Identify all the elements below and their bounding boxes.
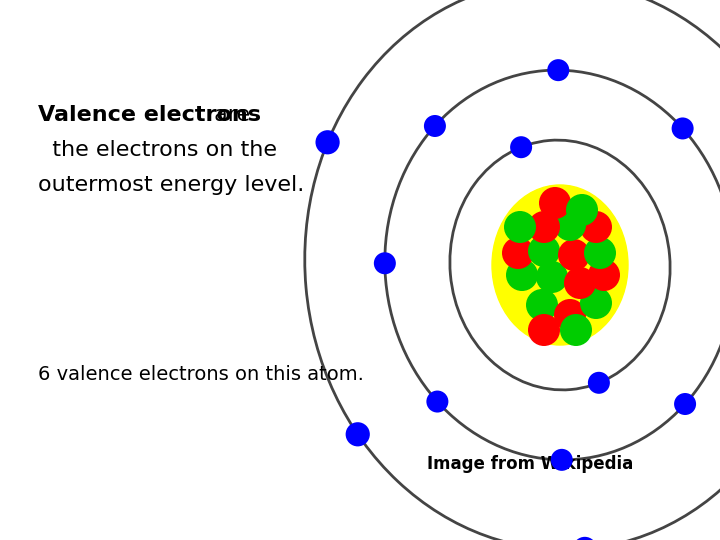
Circle shape <box>554 209 586 241</box>
Circle shape <box>584 237 616 269</box>
Text: are: are <box>207 105 250 125</box>
Circle shape <box>572 537 597 540</box>
Circle shape <box>315 130 340 154</box>
Circle shape <box>580 287 612 319</box>
Circle shape <box>674 393 696 415</box>
Ellipse shape <box>492 185 628 345</box>
Circle shape <box>558 239 590 271</box>
Circle shape <box>536 261 568 293</box>
Text: the electrons on the: the electrons on the <box>38 140 277 160</box>
Circle shape <box>551 449 572 471</box>
Circle shape <box>672 117 693 139</box>
Circle shape <box>424 115 446 137</box>
Text: Valence electrons: Valence electrons <box>38 105 261 125</box>
Text: outermost energy level.: outermost energy level. <box>38 176 305 195</box>
Circle shape <box>504 211 536 243</box>
Circle shape <box>528 314 560 346</box>
Circle shape <box>502 237 534 269</box>
Circle shape <box>506 259 538 291</box>
Circle shape <box>528 235 560 267</box>
Circle shape <box>588 259 620 291</box>
Circle shape <box>564 267 596 299</box>
Circle shape <box>554 299 586 331</box>
Circle shape <box>539 187 571 219</box>
Text: 6 valence electrons on this atom.: 6 valence electrons on this atom. <box>38 365 364 384</box>
Circle shape <box>526 289 558 321</box>
Circle shape <box>588 372 610 394</box>
Circle shape <box>566 194 598 226</box>
Circle shape <box>528 211 560 243</box>
Circle shape <box>426 390 449 413</box>
Circle shape <box>547 59 570 81</box>
Circle shape <box>580 211 612 243</box>
Circle shape <box>346 422 370 447</box>
Circle shape <box>560 314 592 346</box>
Circle shape <box>510 136 532 158</box>
Text: Image from Wikipedia: Image from Wikipedia <box>427 455 633 473</box>
Circle shape <box>374 252 396 274</box>
